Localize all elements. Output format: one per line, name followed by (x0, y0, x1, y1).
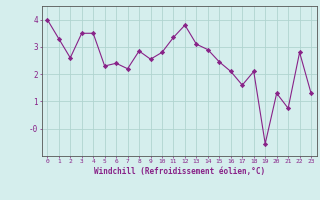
X-axis label: Windchill (Refroidissement éolien,°C): Windchill (Refroidissement éolien,°C) (94, 167, 265, 176)
